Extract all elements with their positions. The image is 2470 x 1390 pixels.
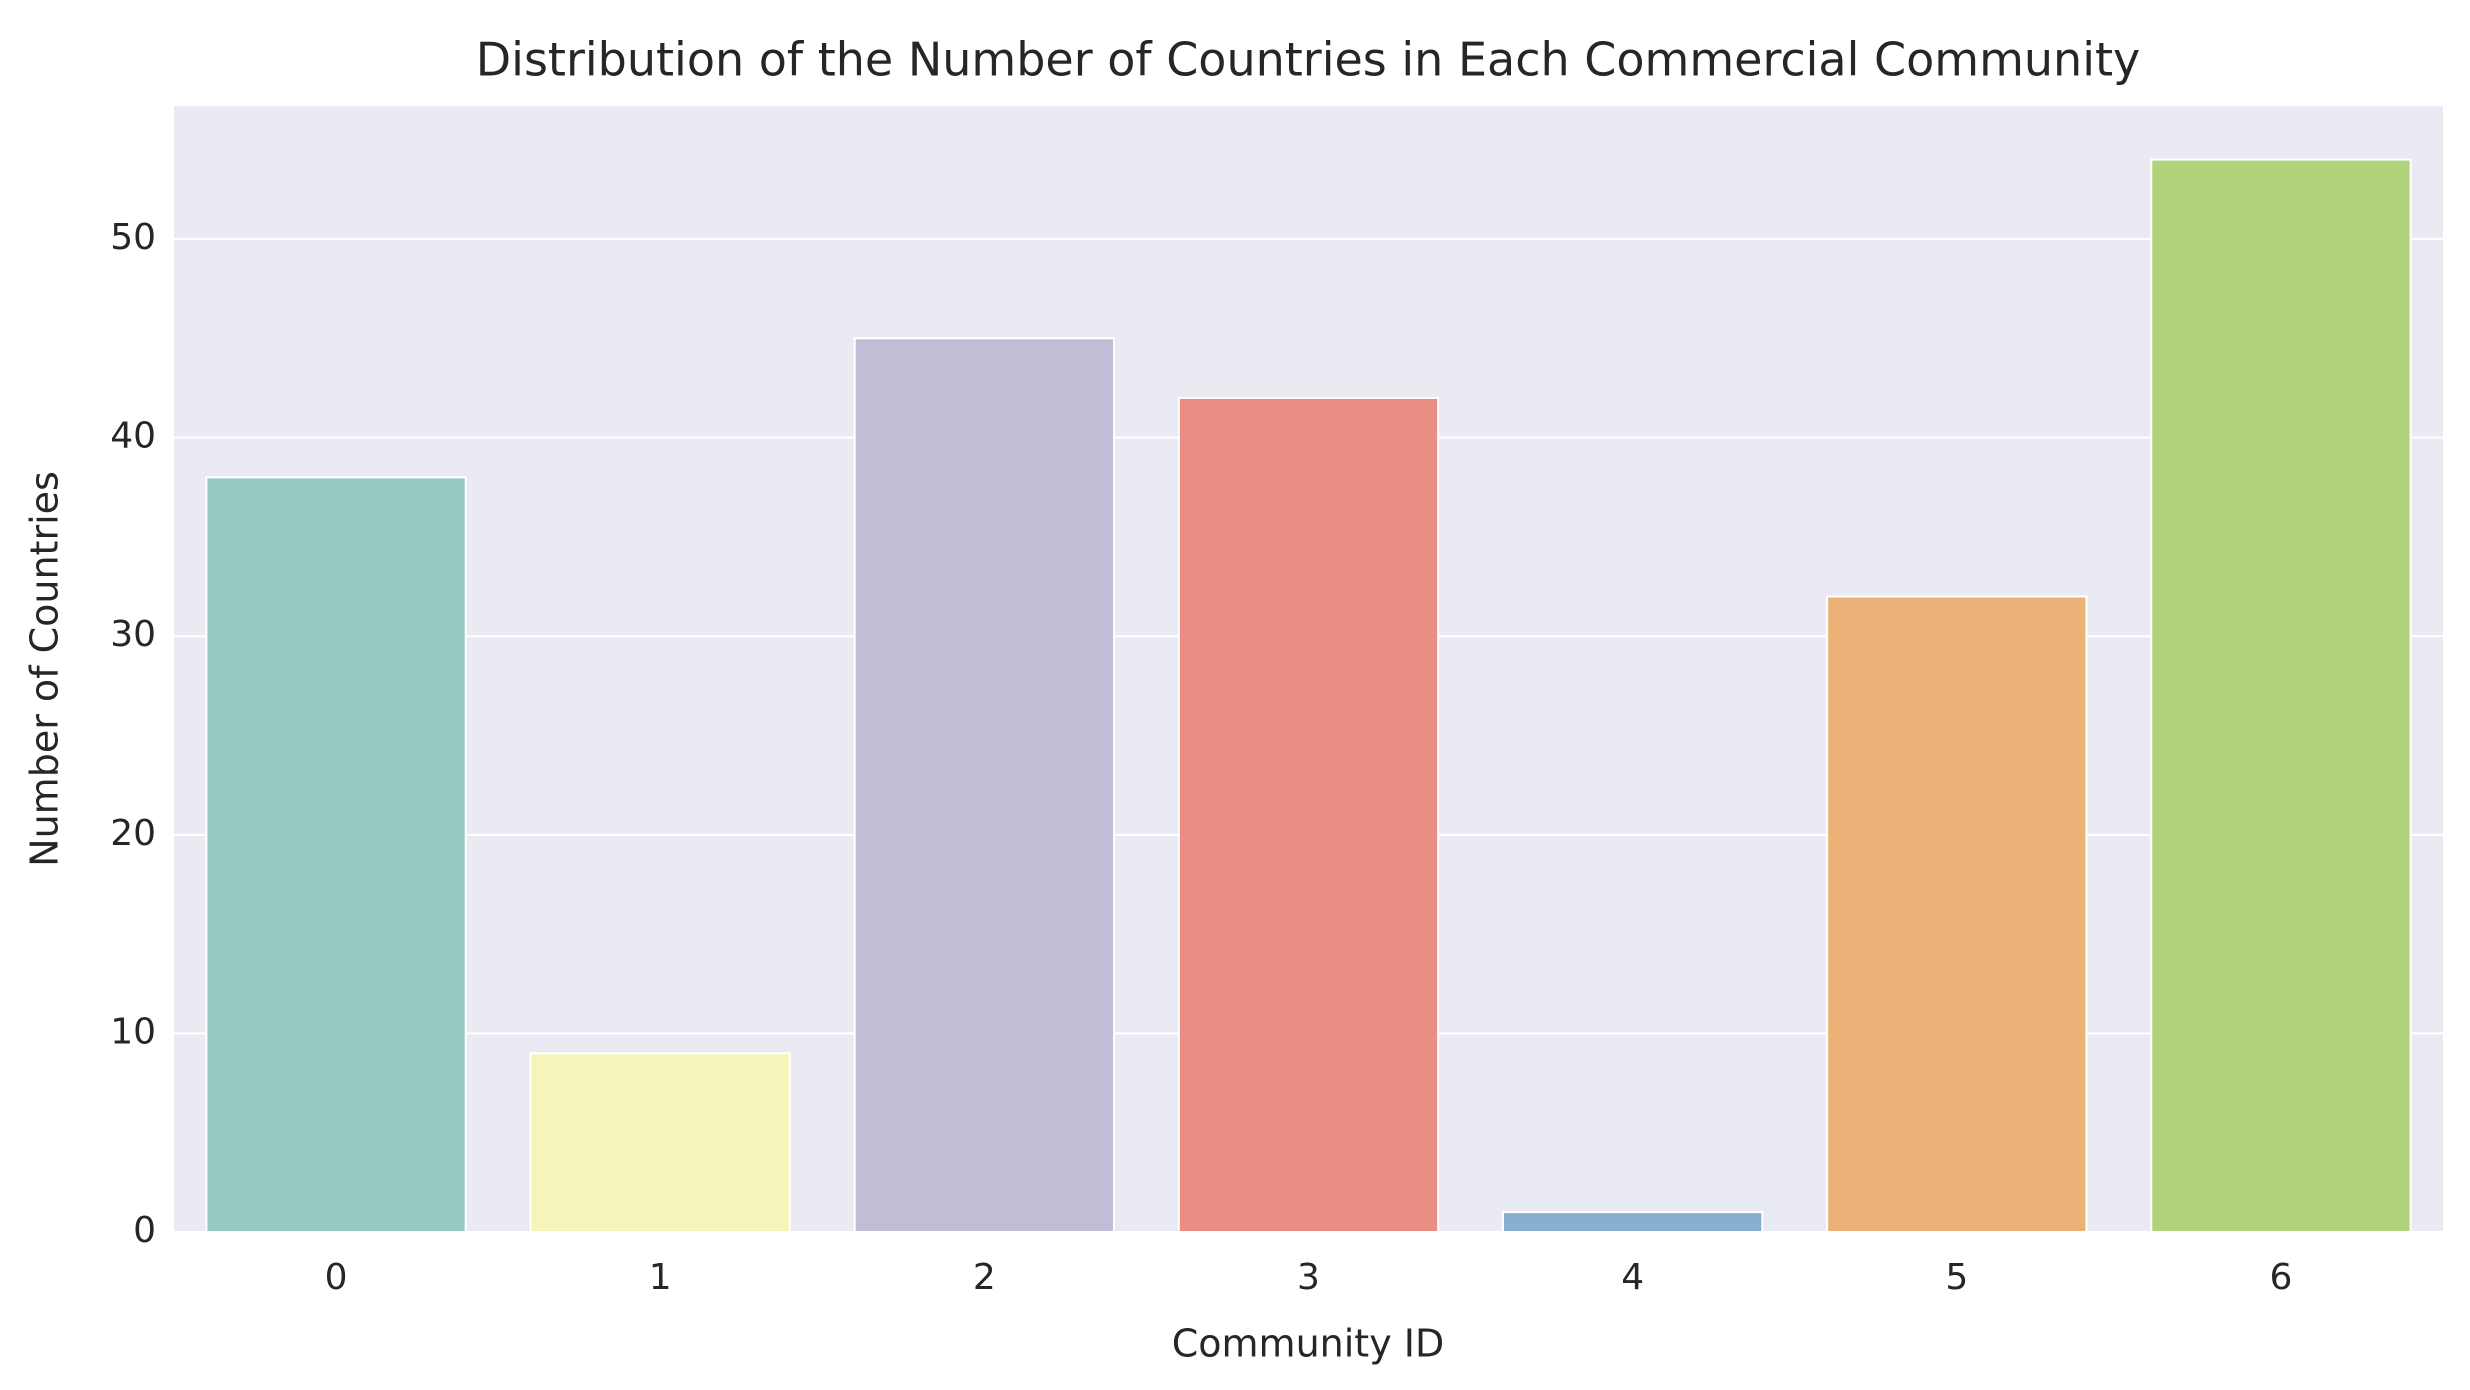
bar (1501, 1211, 1764, 1234)
bar (529, 1052, 791, 1234)
x-tick-label: 6 (2269, 1257, 2292, 1298)
y-tick-label: 10 (110, 1011, 156, 1052)
y-tick-label: 0 (133, 1210, 156, 1251)
x-tick-label: 3 (1297, 1257, 1320, 1298)
chart-title: Distribution of the Number of Countries … (476, 33, 2140, 87)
x-tick-label: 5 (1945, 1257, 1968, 1298)
y-tick-label: 50 (110, 217, 156, 258)
y-axis-label: Number of Countries (23, 471, 67, 867)
bar (205, 476, 467, 1233)
bar (853, 337, 1116, 1234)
x-tick-label: 4 (1621, 1257, 1644, 1298)
bar (2150, 158, 2412, 1234)
x-tick-label: 0 (325, 1257, 348, 1298)
x-tick-label: 2 (973, 1257, 996, 1298)
x-tick-label: 1 (649, 1257, 672, 1298)
y-tick-label: 20 (110, 813, 156, 854)
y-tick-label: 40 (110, 416, 156, 457)
x-axis-label: Community ID (1172, 1322, 1444, 1366)
bar (1177, 396, 1440, 1234)
y-tick-label: 30 (110, 614, 156, 655)
bar (1826, 595, 2088, 1233)
